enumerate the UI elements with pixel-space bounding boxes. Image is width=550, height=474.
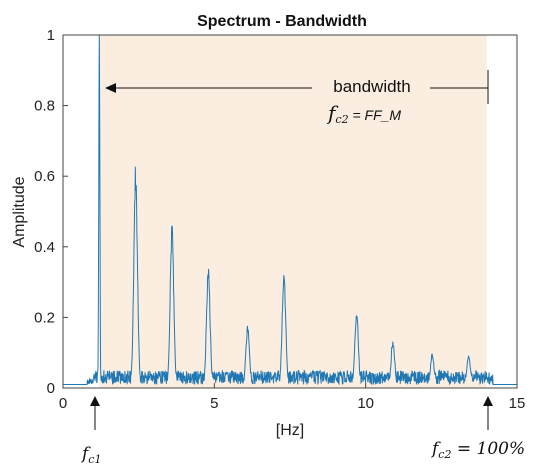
fc2-formula-sub: c2	[335, 113, 348, 126]
x-tick-label: 0	[59, 395, 67, 412]
chart-title: Spectrum - Bandwidth	[197, 13, 367, 30]
x-tick-label: 10	[357, 395, 374, 412]
y-tick-label: 0.2	[34, 309, 55, 326]
fc1-arrowhead	[90, 396, 100, 406]
y-tick-label: 0.8	[34, 98, 55, 115]
fc2-label: fc2 = 100%	[430, 439, 525, 461]
fc1-label: fc1	[80, 444, 101, 466]
bandwidth-label-bg	[312, 74, 430, 98]
x-tick-label: 5	[210, 395, 218, 412]
y-tick-label: 0.6	[34, 168, 55, 185]
bandwidth-arrowhead	[105, 83, 116, 93]
bandwidth-label: bandwidth	[333, 77, 411, 96]
y-tick-label: 0.4	[34, 239, 55, 256]
x-tick-label: 15	[509, 395, 526, 412]
y-tick-label: 0	[47, 380, 55, 397]
axis-ticks: 0 5 10 15 0 0.2 0.4 0.6 0.8 1	[34, 27, 525, 412]
spectrum-series-line	[63, 34, 517, 386]
fc2-formula-rest: = FF_M	[349, 107, 402, 123]
y-axis-title: Amplitude	[11, 176, 28, 247]
plot-area-frame	[62, 34, 518, 389]
x-axis-title: [Hz]	[276, 422, 304, 439]
fc2-arrowhead	[483, 396, 493, 406]
y-tick-label: 1	[47, 27, 55, 44]
